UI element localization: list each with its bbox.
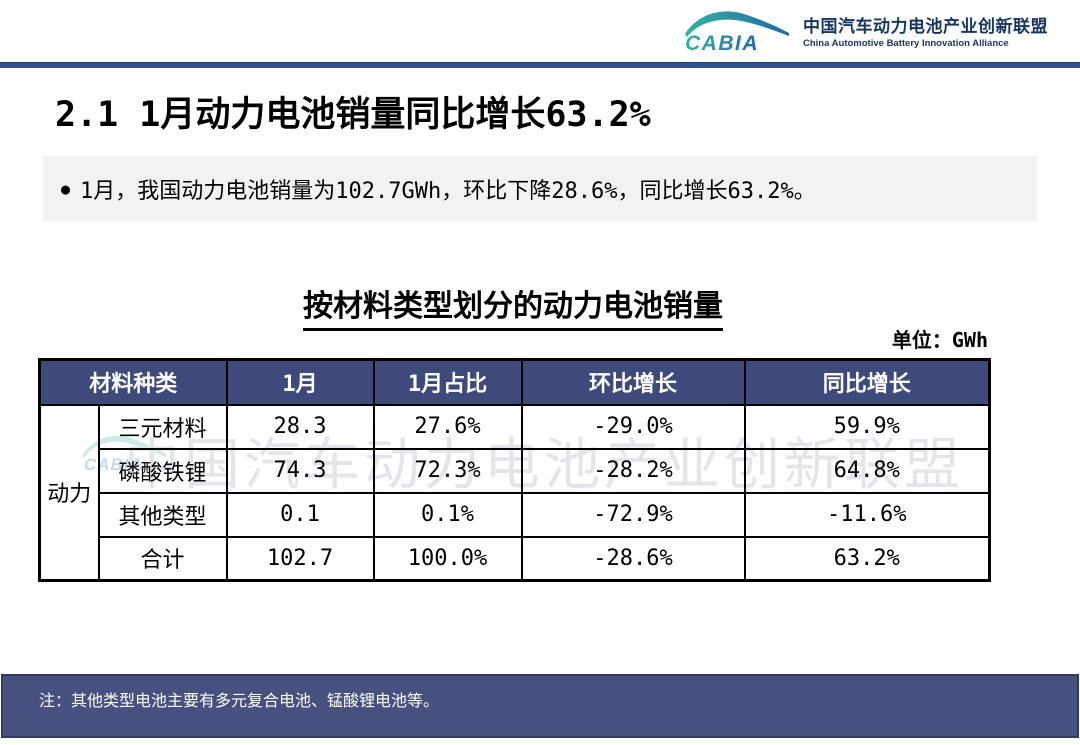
cell-mom: -29.0%	[520, 403, 746, 450]
cell-material: 磷酸铁锂	[97, 447, 228, 494]
page-title: 2.1 1月动力电池销量同比增长63.2%	[55, 95, 651, 135]
cell-jan: 102.7	[225, 535, 375, 582]
org-name-en: China Automotive Battery Innovation Alli…	[803, 37, 1009, 49]
unit-label: 单位：GWh	[891, 328, 988, 352]
summary-text: 1月，我国动力电池销量为102.7GWh，环比下降28.6%，同比增长63.2%…	[80, 178, 816, 204]
col-header-material: 材料种类	[38, 358, 228, 406]
footer-note-bar: 注：其他类型电池主要有多元复合电池、锰酸锂电池等。	[1, 674, 1079, 738]
cell-share: 27.6%	[372, 403, 523, 450]
svg-text:CABIA: CABIA	[685, 32, 759, 54]
footer-note-text: 注：其他类型电池主要有多元复合电池、锰酸锂电池等。	[39, 691, 440, 710]
org-name-cn: 中国汽车动力电池产业创新联盟	[803, 16, 1048, 37]
cell-share: 100.0%	[372, 535, 523, 582]
table-header-row: 材料种类 1月 1月占比 环比增长 同比增长	[38, 358, 991, 406]
cell-material: 其他类型	[97, 491, 228, 538]
cell-yoy: 59.9%	[743, 403, 991, 450]
col-header-mom: 环比增长	[520, 358, 746, 406]
logo-group: CABIA 中国汽车动力电池产业创新联盟 China Automotive Ba…	[677, 6, 1048, 54]
header: CABIA 中国汽车动力电池产业创新联盟 China Automotive Ba…	[0, 0, 1080, 62]
cell-yoy: 63.2%	[743, 535, 991, 582]
summary-box: ● 1月，我国动力电池销量为102.7GWh，环比下降28.6%，同比增长63.…	[43, 156, 1037, 221]
cell-mom: -72.9%	[520, 491, 746, 538]
table-row: 合计 102.7 100.0% -28.6% 63.2%	[40, 535, 991, 582]
row-group-label: 动力	[38, 403, 100, 582]
header-accent-line	[0, 62, 1080, 68]
cabia-logo-icon: CABIA	[685, 11, 789, 54]
col-header-yoy: 同比增长	[743, 358, 991, 406]
bullet-icon: ●	[61, 179, 71, 198]
cell-jan: 0.1	[225, 491, 375, 538]
cell-share: 72.3%	[372, 447, 523, 494]
cell-share: 0.1%	[372, 491, 523, 538]
cell-mom: -28.2%	[520, 447, 746, 494]
cell-material: 合计	[97, 535, 228, 582]
cell-yoy: 64.8%	[743, 447, 991, 494]
sales-table: 材料种类 1月 1月占比 环比增长 同比增长 动力 三元材料 28.3 27.6…	[38, 358, 992, 582]
table-title: 按材料类型划分的动力电池销量	[303, 281, 723, 331]
table-row: 磷酸铁锂 74.3 72.3% -28.2% 64.8%	[40, 447, 991, 494]
cell-material: 三元材料	[97, 403, 228, 450]
col-header-share: 1月占比	[372, 358, 523, 406]
cell-jan: 28.3	[225, 403, 375, 450]
cell-jan: 74.3	[225, 447, 375, 494]
org-names: 中国汽车动力电池产业创新联盟 China Automotive Battery …	[803, 12, 1048, 49]
table-row: 动力 三元材料 28.3 27.6% -29.0% 59.9%	[38, 403, 991, 582]
table-row: 其他类型 0.1 0.1% -72.9% -11.6%	[40, 491, 991, 538]
col-header-jan: 1月	[225, 358, 375, 406]
table-title-wrap: 按材料类型划分的动力电池销量	[38, 281, 988, 331]
cell-mom: -28.6%	[520, 535, 746, 582]
cell-yoy: -11.6%	[743, 491, 991, 538]
sales-table-wrap: 材料种类 1月 1月占比 环比增长 同比增长 动力 三元材料 28.3 27.6…	[38, 358, 992, 582]
